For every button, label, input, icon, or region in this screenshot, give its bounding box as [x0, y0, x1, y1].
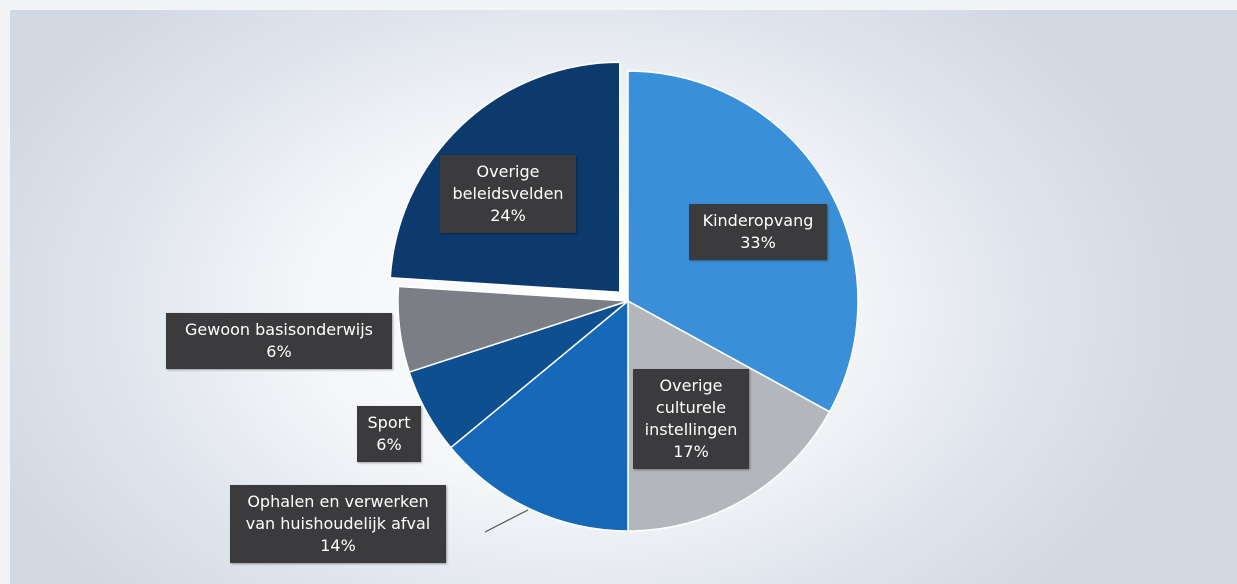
label-afval-line-2: van huishoudelijk afval: [245, 514, 431, 533]
pie-slice-gewoon-basisonderwijs: [397, 285, 629, 374]
label-kinderopvang-line-1: Kinderopvang: [702, 211, 814, 230]
label-culturele-line-3: instellingen: [644, 420, 738, 439]
label-basisonderwijs-pct: 6%: [266, 342, 292, 361]
label-overige-beleidsvelden: Overige beleidsvelden 24%: [440, 155, 576, 233]
label-ophalen-afval: Ophalen en verwerken van huishoudelijk a…: [230, 485, 446, 563]
label-overige-line-1: Overige: [476, 162, 540, 181]
label-afval-line-1: Ophalen en verwerken: [247, 492, 429, 511]
label-overige-line-2: beleidsvelden: [452, 184, 564, 203]
label-overige-pct: 24%: [490, 206, 526, 225]
label-sport-pct: 6%: [376, 435, 402, 454]
label-culturele-line-1: Overige: [659, 376, 723, 395]
label-kinderopvang-pct: 33%: [740, 233, 776, 252]
pie-slice-ophalen-en-verwerken-van-huishoudelijk-afval: [449, 299, 629, 532]
label-culturele-line-2: culturele: [655, 398, 727, 417]
label-basisonderwijs-line-1: Gewoon basisonderwijs: [184, 320, 374, 339]
label-kinderopvang: Kinderopvang 33%: [689, 204, 827, 260]
label-afval-pct: 14%: [320, 536, 356, 555]
label-sport-line-1: Sport: [367, 413, 411, 432]
label-sport: Sport 6%: [357, 406, 421, 462]
afval-leader-line: [484, 509, 529, 533]
label-culturele-pct: 17%: [673, 442, 709, 461]
label-gewoon-basisonderwijs: Gewoon basisonderwijs 6%: [166, 313, 392, 369]
label-overige-culturele: Overige culturele instellingen 17%: [633, 369, 749, 469]
